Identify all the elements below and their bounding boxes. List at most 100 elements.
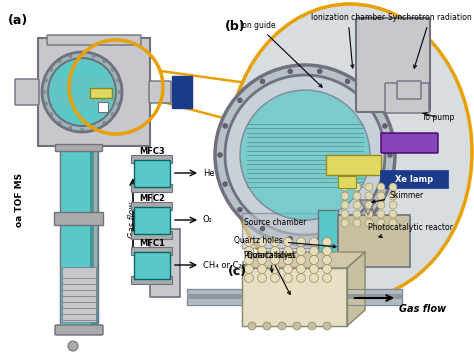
Circle shape [260,226,265,231]
Circle shape [322,273,331,283]
Circle shape [310,256,319,264]
Circle shape [245,256,254,264]
FancyBboxPatch shape [385,83,429,113]
Circle shape [271,256,280,264]
Text: (b): (b) [225,20,246,33]
Text: To pump: To pump [422,113,455,122]
Text: O₂: O₂ [203,215,213,224]
Circle shape [260,79,265,84]
Circle shape [43,91,46,93]
Circle shape [257,237,266,246]
Text: MFC2: MFC2 [139,194,165,203]
FancyBboxPatch shape [318,210,338,252]
Circle shape [353,210,361,218]
Circle shape [377,192,385,200]
Polygon shape [347,289,402,305]
Text: MFC3: MFC3 [139,147,165,156]
Circle shape [223,124,228,129]
Circle shape [341,210,349,218]
Circle shape [58,60,61,63]
Circle shape [288,236,293,241]
Circle shape [341,192,349,200]
Circle shape [117,79,119,82]
FancyBboxPatch shape [131,247,173,256]
Circle shape [345,226,350,231]
Text: MFC1: MFC1 [139,239,165,248]
Circle shape [271,273,280,283]
Circle shape [257,246,266,256]
Text: CH₄ or C₂H₆: CH₄ or C₂H₆ [203,261,252,269]
Circle shape [365,183,373,191]
Circle shape [388,153,392,158]
Circle shape [68,341,78,351]
Circle shape [103,121,106,124]
Circle shape [45,102,47,105]
FancyBboxPatch shape [134,207,170,234]
FancyBboxPatch shape [381,133,438,153]
Circle shape [237,207,242,212]
Circle shape [288,69,293,74]
Circle shape [323,322,331,330]
Circle shape [92,54,95,58]
FancyBboxPatch shape [15,79,39,105]
Circle shape [278,322,286,330]
Circle shape [92,127,95,130]
FancyBboxPatch shape [131,277,173,284]
FancyBboxPatch shape [47,35,141,45]
Circle shape [293,322,301,330]
Polygon shape [187,289,242,305]
FancyBboxPatch shape [98,102,108,112]
Circle shape [48,58,116,126]
FancyBboxPatch shape [55,144,102,152]
Circle shape [297,256,306,264]
FancyBboxPatch shape [131,155,173,164]
Circle shape [317,236,322,241]
Circle shape [353,183,361,191]
Circle shape [310,237,319,246]
Circle shape [225,75,385,235]
Circle shape [240,90,370,220]
Circle shape [383,124,387,129]
FancyBboxPatch shape [150,229,180,297]
Text: Source chamber: Source chamber [244,218,306,227]
Circle shape [322,246,331,256]
Circle shape [389,210,397,218]
FancyBboxPatch shape [172,76,192,108]
FancyBboxPatch shape [90,88,112,98]
FancyBboxPatch shape [326,155,381,175]
Circle shape [297,273,306,283]
FancyBboxPatch shape [134,160,170,187]
FancyBboxPatch shape [242,213,337,248]
Text: Quartz holes: Quartz holes [234,235,336,248]
FancyBboxPatch shape [338,176,356,188]
FancyBboxPatch shape [131,231,173,240]
Text: Ionization chamber: Ionization chamber [311,13,385,68]
Text: Synchrotron radiation: Synchrotron radiation [388,13,472,68]
Text: Xe lamp: Xe lamp [395,175,433,184]
Circle shape [81,129,83,131]
FancyBboxPatch shape [338,215,410,267]
Circle shape [365,192,373,200]
Circle shape [42,52,122,132]
Circle shape [341,201,349,209]
Circle shape [297,246,306,256]
Circle shape [389,183,397,191]
FancyBboxPatch shape [149,81,171,103]
Circle shape [257,273,266,283]
FancyBboxPatch shape [55,213,103,225]
Circle shape [308,322,316,330]
Circle shape [383,181,387,187]
Circle shape [58,121,61,124]
Circle shape [237,98,242,103]
Circle shape [322,264,331,273]
Circle shape [245,246,254,256]
FancyBboxPatch shape [131,185,173,192]
Circle shape [245,273,254,283]
Circle shape [69,54,72,58]
Circle shape [341,219,349,227]
Circle shape [389,201,397,209]
Polygon shape [242,268,347,326]
Circle shape [353,201,361,209]
Ellipse shape [228,4,472,300]
Circle shape [365,201,373,209]
